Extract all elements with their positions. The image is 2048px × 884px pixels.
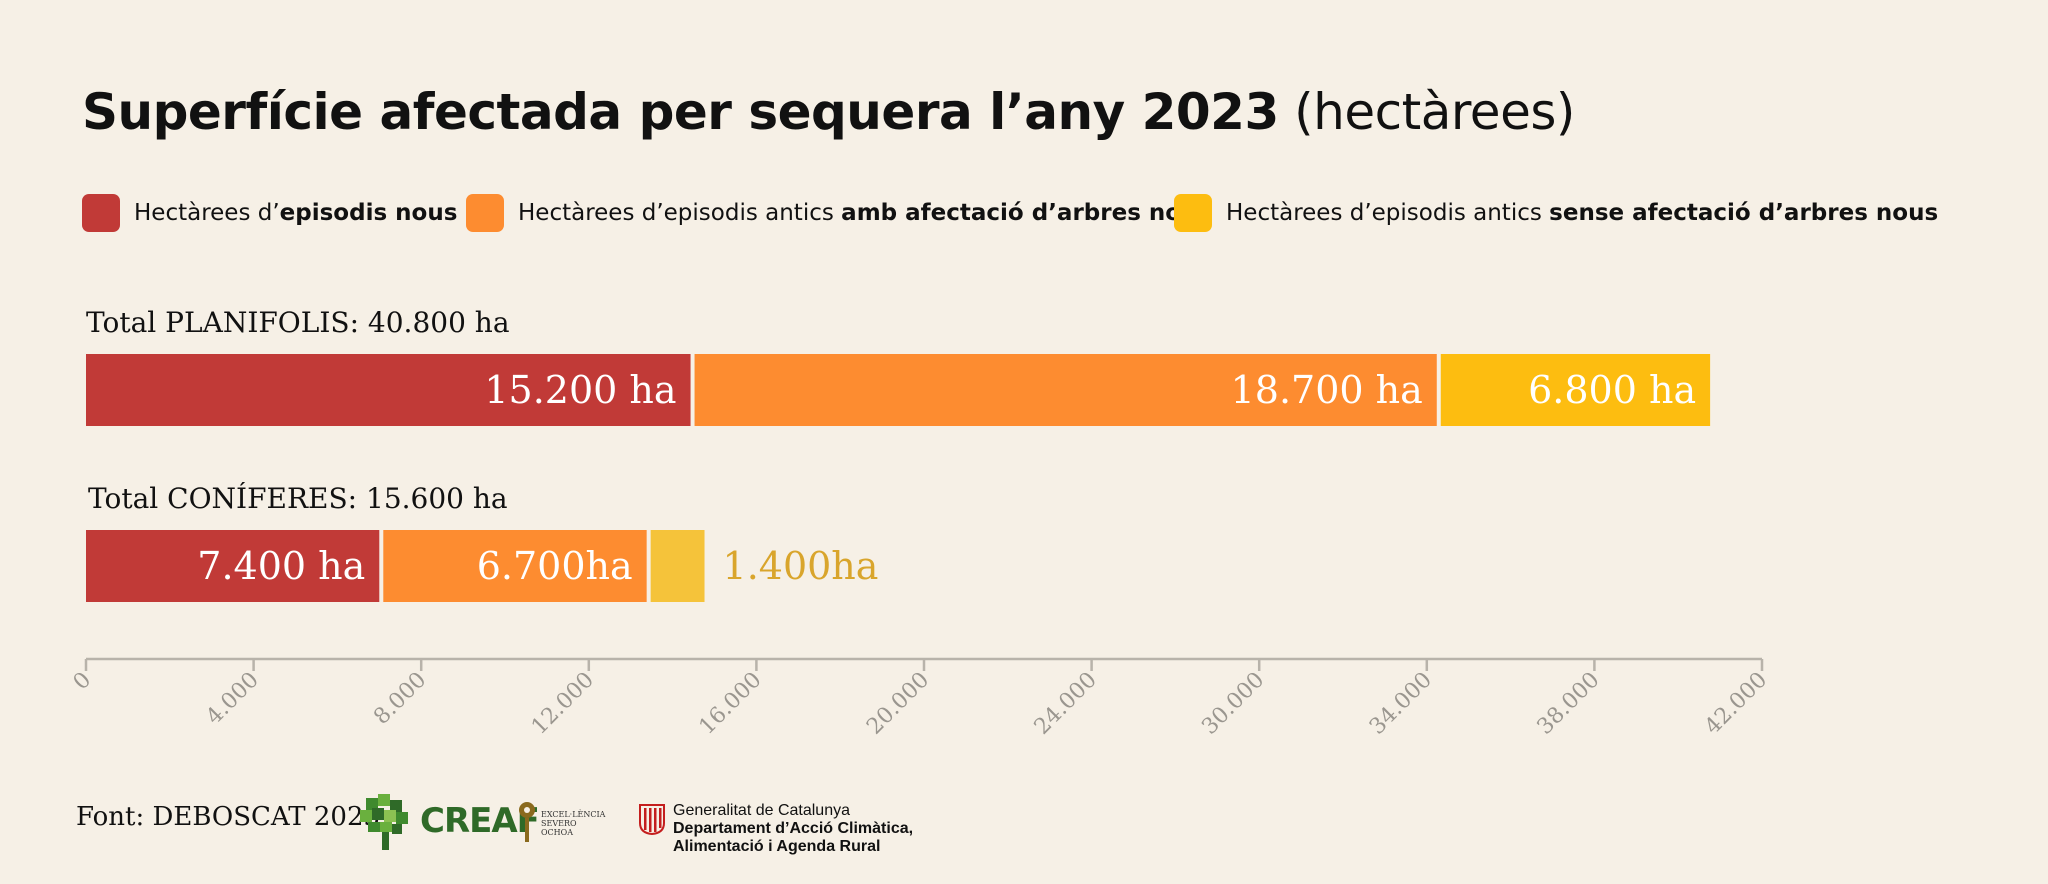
x-axis-tick-label: 30.000 bbox=[1197, 668, 1269, 740]
legend-swatch-old-with bbox=[466, 194, 504, 232]
x-axis-tick-label: 4.000 bbox=[202, 668, 264, 730]
source-note: Font: DEBOSCAT 2023 bbox=[76, 802, 381, 832]
bar-segment bbox=[1440, 354, 1711, 426]
bar-value-label: 6.800 ha bbox=[1528, 368, 1696, 412]
bar-segment bbox=[650, 530, 705, 602]
bar-segment bbox=[694, 354, 1437, 426]
bar-value-label: 7.400 ha bbox=[197, 544, 365, 588]
chart-title: Superfície afectada per sequera l’any 20… bbox=[82, 80, 1575, 144]
creaf-logo-icon bbox=[360, 794, 408, 850]
legend-swatch-new bbox=[82, 194, 120, 232]
x-axis-tick-label: 0 bbox=[69, 668, 97, 696]
severo-ochoa-logo-icon bbox=[519, 802, 535, 842]
stacked-bar-chart: Total PLANIFOLIS: 40.800 ha 15.200 ha 18.7… bbox=[69, 306, 1773, 740]
group-label: Total PLANIFOLIS: 40.800 ha bbox=[86, 306, 510, 339]
generalitat-logo-icon bbox=[639, 804, 665, 835]
legend-label-new: Hectàrees d’episodis nous bbox=[134, 200, 458, 226]
bar-value-label: 1.400ha bbox=[723, 544, 879, 588]
legend-item-old-with-new-trees: Hectàrees d’episodis antics amb afectaci… bbox=[466, 193, 1211, 233]
legend-label-old-with: Hectàrees d’episodis antics amb afectaci… bbox=[518, 200, 1212, 226]
legend: Hectàrees d’episodis nous Hectàrees d’ep… bbox=[82, 193, 1982, 233]
x-axis-tick-label: 16.000 bbox=[695, 668, 767, 740]
bar-value-label: 18.700 ha bbox=[1231, 368, 1423, 412]
severo-ochoa-text: EXCEL·LÈNCIA SEVERO OCHOA bbox=[541, 810, 606, 837]
x-axis-tick-label: 12.000 bbox=[527, 668, 599, 740]
bar-value-label: 15.200 ha bbox=[484, 368, 676, 412]
bar-segment bbox=[86, 354, 691, 426]
generalitat-text: Generalitat de Catalunya Departament d’A… bbox=[673, 802, 913, 856]
legend-label-old-without: Hectàrees d’episodis antics sense afecta… bbox=[1226, 200, 1939, 226]
chart-title-unit: (hectàrees) bbox=[1294, 83, 1575, 141]
gencat-line-1: Generalitat de Catalunya bbox=[673, 802, 850, 819]
group-label: Total CONÍFERES: 15.600 ha bbox=[88, 482, 508, 515]
legend-swatch-old-without bbox=[1174, 194, 1212, 232]
chart-title-main: Superfície afectada per sequera l’any 20… bbox=[82, 83, 1279, 141]
gencat-line-3: Alimentació i Agenda Rural bbox=[673, 838, 881, 855]
bar-segment bbox=[383, 530, 647, 602]
x-axis-tick-label: 38.000 bbox=[1533, 668, 1605, 740]
x-axis-tick-label: 42.000 bbox=[1700, 668, 1772, 740]
legend-item-new-episodes: Hectàrees d’episodis nous bbox=[82, 193, 457, 233]
x-axis-tick-label: 34.000 bbox=[1365, 668, 1437, 740]
bar-value-label: 6.700ha bbox=[477, 544, 633, 588]
x-axis-tick-label: 20.000 bbox=[862, 668, 934, 740]
gencat-line-2: Departament d’Acció Climàtica, bbox=[673, 820, 914, 837]
bar-segment bbox=[86, 530, 380, 602]
legend-item-old-without-new-trees: Hectàrees d’episodis antics sense afecta… bbox=[1174, 193, 1938, 233]
x-axis-tick-label: 8.000 bbox=[369, 668, 431, 730]
x-axis-tick-label: 24.000 bbox=[1030, 668, 1102, 740]
